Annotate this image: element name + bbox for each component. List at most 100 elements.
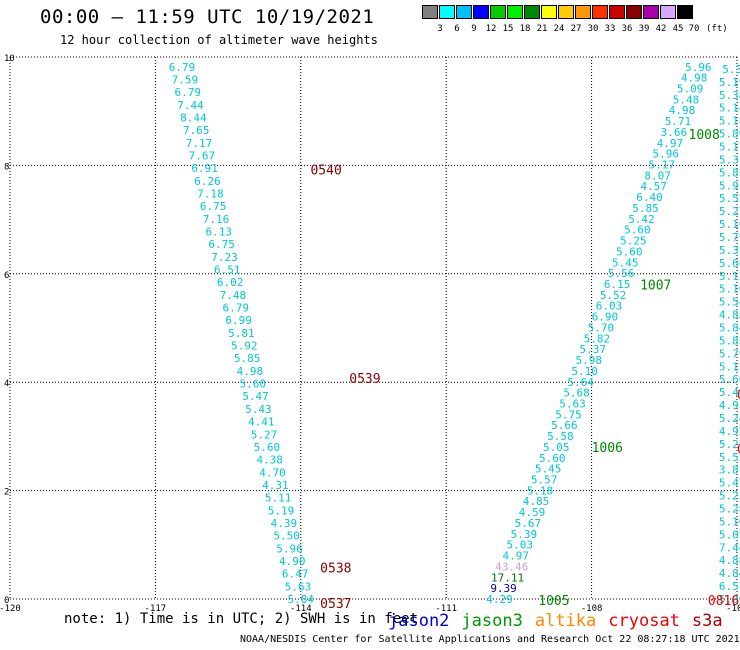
y-tick-label: 10 — [4, 54, 15, 64]
wave-height-value: 7.67 — [189, 149, 216, 162]
wave-height-value: 5.84 — [288, 593, 315, 606]
wave-height-value: 7.65 — [183, 124, 210, 137]
wave-height-value: 4.88 — [719, 554, 740, 567]
wave-height-value: 6.90 — [592, 311, 619, 324]
wave-height-value: 5.27 — [719, 438, 740, 451]
wave-height-value: 5.91 — [719, 179, 740, 192]
colorbar-swatch — [507, 5, 523, 19]
wave-height-value: 5.82 — [719, 166, 740, 179]
colorbar-label: 42 — [655, 24, 667, 34]
wave-height-value: 5.39 — [511, 528, 538, 541]
wave-height-value: 5.32 — [719, 244, 740, 257]
wave-height-value: 4.29 — [486, 593, 513, 606]
wave-height-value: 4.98 — [681, 72, 708, 85]
wave-height-value: 7.44 — [719, 541, 740, 554]
y-tick-label: 4 — [4, 379, 9, 389]
wave-height-value: 3.66 — [661, 126, 688, 139]
wave-height-value: 6.15 — [604, 278, 631, 291]
colorbar-swatch — [660, 5, 676, 19]
wave-height-value: 5.60 — [616, 245, 643, 258]
wave-height-value: 6.26 — [194, 175, 221, 188]
wave-height-value: 5.60 — [239, 378, 266, 391]
x-tick-label: -105 — [726, 604, 740, 614]
wave-height-value: 5.15 — [719, 270, 740, 283]
wave-height-value: 5.79 — [719, 347, 740, 360]
wave-height-value: 5.09 — [677, 82, 704, 95]
wave-height-value: 5.60 — [719, 373, 740, 386]
colorbar-swatch — [626, 5, 642, 19]
colorbar-swatch — [473, 5, 489, 19]
colorbar-label: 36 — [621, 24, 633, 34]
wave-height-value: 5.10 — [571, 365, 598, 378]
wave-height-value: 5.85 — [632, 202, 659, 215]
chart-subtitle: 12 hour collection of altimeter wave hei… — [60, 33, 378, 47]
wave-height-value: 5.18 — [719, 115, 740, 128]
wave-height-value: 5.60 — [624, 224, 651, 237]
wave-height-value: 5.24 — [719, 412, 740, 425]
wave-height-value: 5.92 — [231, 340, 258, 353]
wave-height-value: 6.79 — [169, 61, 196, 74]
wave-height-value: 5.64 — [567, 376, 594, 389]
wave-height-value: 5.06 — [719, 593, 740, 606]
colorbar-swatch — [643, 5, 659, 19]
wave-height-value: 5.60 — [539, 452, 566, 465]
wave-height-value: 7.44 — [177, 99, 204, 112]
wave-height-value: 5.79 — [719, 231, 740, 244]
colorbar-swatch — [541, 5, 557, 19]
wave-height-value: 4.90 — [279, 555, 306, 568]
wave-height-value: 5.58 — [547, 430, 574, 443]
colorbar-swatch — [456, 5, 472, 19]
wave-height-value: 5.68 — [563, 387, 590, 400]
wave-height-value: 6.13 — [206, 225, 233, 238]
wave-height-value: 7.48 — [220, 289, 247, 302]
wave-height-value: 6.75 — [200, 200, 227, 213]
wave-height-value: 5.56 — [608, 267, 635, 280]
wave-height-value: 5.42 — [628, 213, 655, 226]
wave-height-value: 6.47 — [282, 568, 309, 581]
wave-height-value: 5.43 — [245, 403, 272, 416]
wave-height-value: 5.19 — [268, 504, 295, 517]
wave-height-value: 5.89 — [719, 128, 740, 141]
wave-height-value: 4.41 — [248, 416, 275, 429]
wave-height-value: 5.75 — [555, 408, 582, 421]
pass-time-label: 0538 — [320, 562, 351, 577]
wave-height-value: 5.10 — [719, 515, 740, 528]
wave-height-value: 5.82 — [584, 332, 611, 345]
colorbar-label: 45 — [672, 24, 684, 34]
wave-height-value: 5.63 — [559, 397, 586, 410]
wave-height-value: 5.70 — [588, 321, 615, 334]
pass-time-label: 0539 — [349, 372, 380, 387]
colorbar-swatch — [677, 5, 693, 19]
wave-height-value: 5.50 — [273, 530, 300, 543]
colorbar-label: 12 — [485, 24, 497, 34]
wave-height-value: 5.85 — [234, 352, 261, 365]
wave-height-value: 4.57 — [640, 180, 667, 193]
legend-entry-cryosat: cryosat — [608, 611, 680, 631]
wave-height-value: 4.97 — [502, 550, 529, 563]
wave-height-value: 6.03 — [596, 300, 623, 313]
x-tick-label: -117 — [145, 604, 167, 614]
pass-time-label: 0537 — [320, 597, 351, 612]
wave-height-value: 5.37 — [580, 343, 607, 356]
wave-height-value: 5.05 — [543, 441, 570, 454]
wave-height-value: 5.47 — [719, 477, 740, 490]
wave-height-value: 5.96 — [685, 61, 712, 74]
colorbar-swatch — [558, 5, 574, 19]
wave-height-value: 4.91 — [719, 399, 740, 412]
wave-height-value: 4.70 — [259, 466, 286, 479]
wave-height-value: 6.91 — [191, 162, 218, 175]
wave-height-value: 5.38 — [719, 89, 740, 102]
wave-height-value: 6.02 — [217, 276, 244, 289]
wave-height-value: 5.03 — [507, 539, 534, 552]
wave-height-value: 5.45 — [612, 256, 639, 269]
y-tick-label: 6 — [4, 271, 9, 281]
wave-height-value: 7.17 — [186, 137, 213, 150]
pass-time-label: 08 — [737, 388, 740, 403]
wave-height-value: 6.79 — [174, 86, 201, 99]
wave-height-value: 6.79 — [223, 302, 250, 315]
colorbar-label: 30 — [587, 24, 599, 34]
wave-height-value: 6.40 — [636, 191, 663, 204]
wave-height-value: 5.23 — [719, 490, 740, 503]
wave-height-value: 17.11 — [491, 571, 524, 584]
